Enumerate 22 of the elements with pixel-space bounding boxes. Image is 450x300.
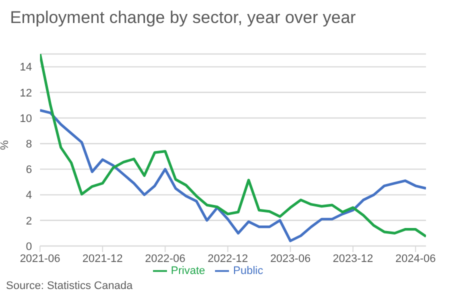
- x-tick-label: 2022-06: [145, 252, 186, 265]
- legend-label: Public: [233, 264, 264, 277]
- y-tick-label: 0: [26, 240, 32, 253]
- chart-title: Employment change by sector, year over year: [10, 8, 356, 28]
- y-tick-label: 8: [26, 138, 32, 151]
- y-tick-label: 4: [26, 190, 32, 202]
- y-axis-title: %: [0, 140, 11, 150]
- y-tick-label: 12: [20, 87, 32, 100]
- y-tick-label: 6: [26, 164, 32, 176]
- line-series: [40, 54, 426, 238]
- x-tick-label: 2023-06: [270, 252, 311, 265]
- y-tick-label: 14: [20, 62, 32, 74]
- source-note: Source: Statistics Canada: [6, 280, 133, 292]
- line-series: [40, 109, 426, 242]
- y-tick-label: 10: [20, 112, 32, 125]
- y-tick-label: 2: [26, 215, 32, 228]
- x-tick-label: 2021-12: [82, 252, 123, 265]
- x-tick-label: 2024-06: [395, 252, 436, 265]
- legend-label: Private: [170, 264, 206, 277]
- x-tick-label: 2022-12: [208, 252, 248, 265]
- x-tick-label: 2023-12: [332, 252, 374, 265]
- x-tick-label: 2021-06: [20, 252, 60, 265]
